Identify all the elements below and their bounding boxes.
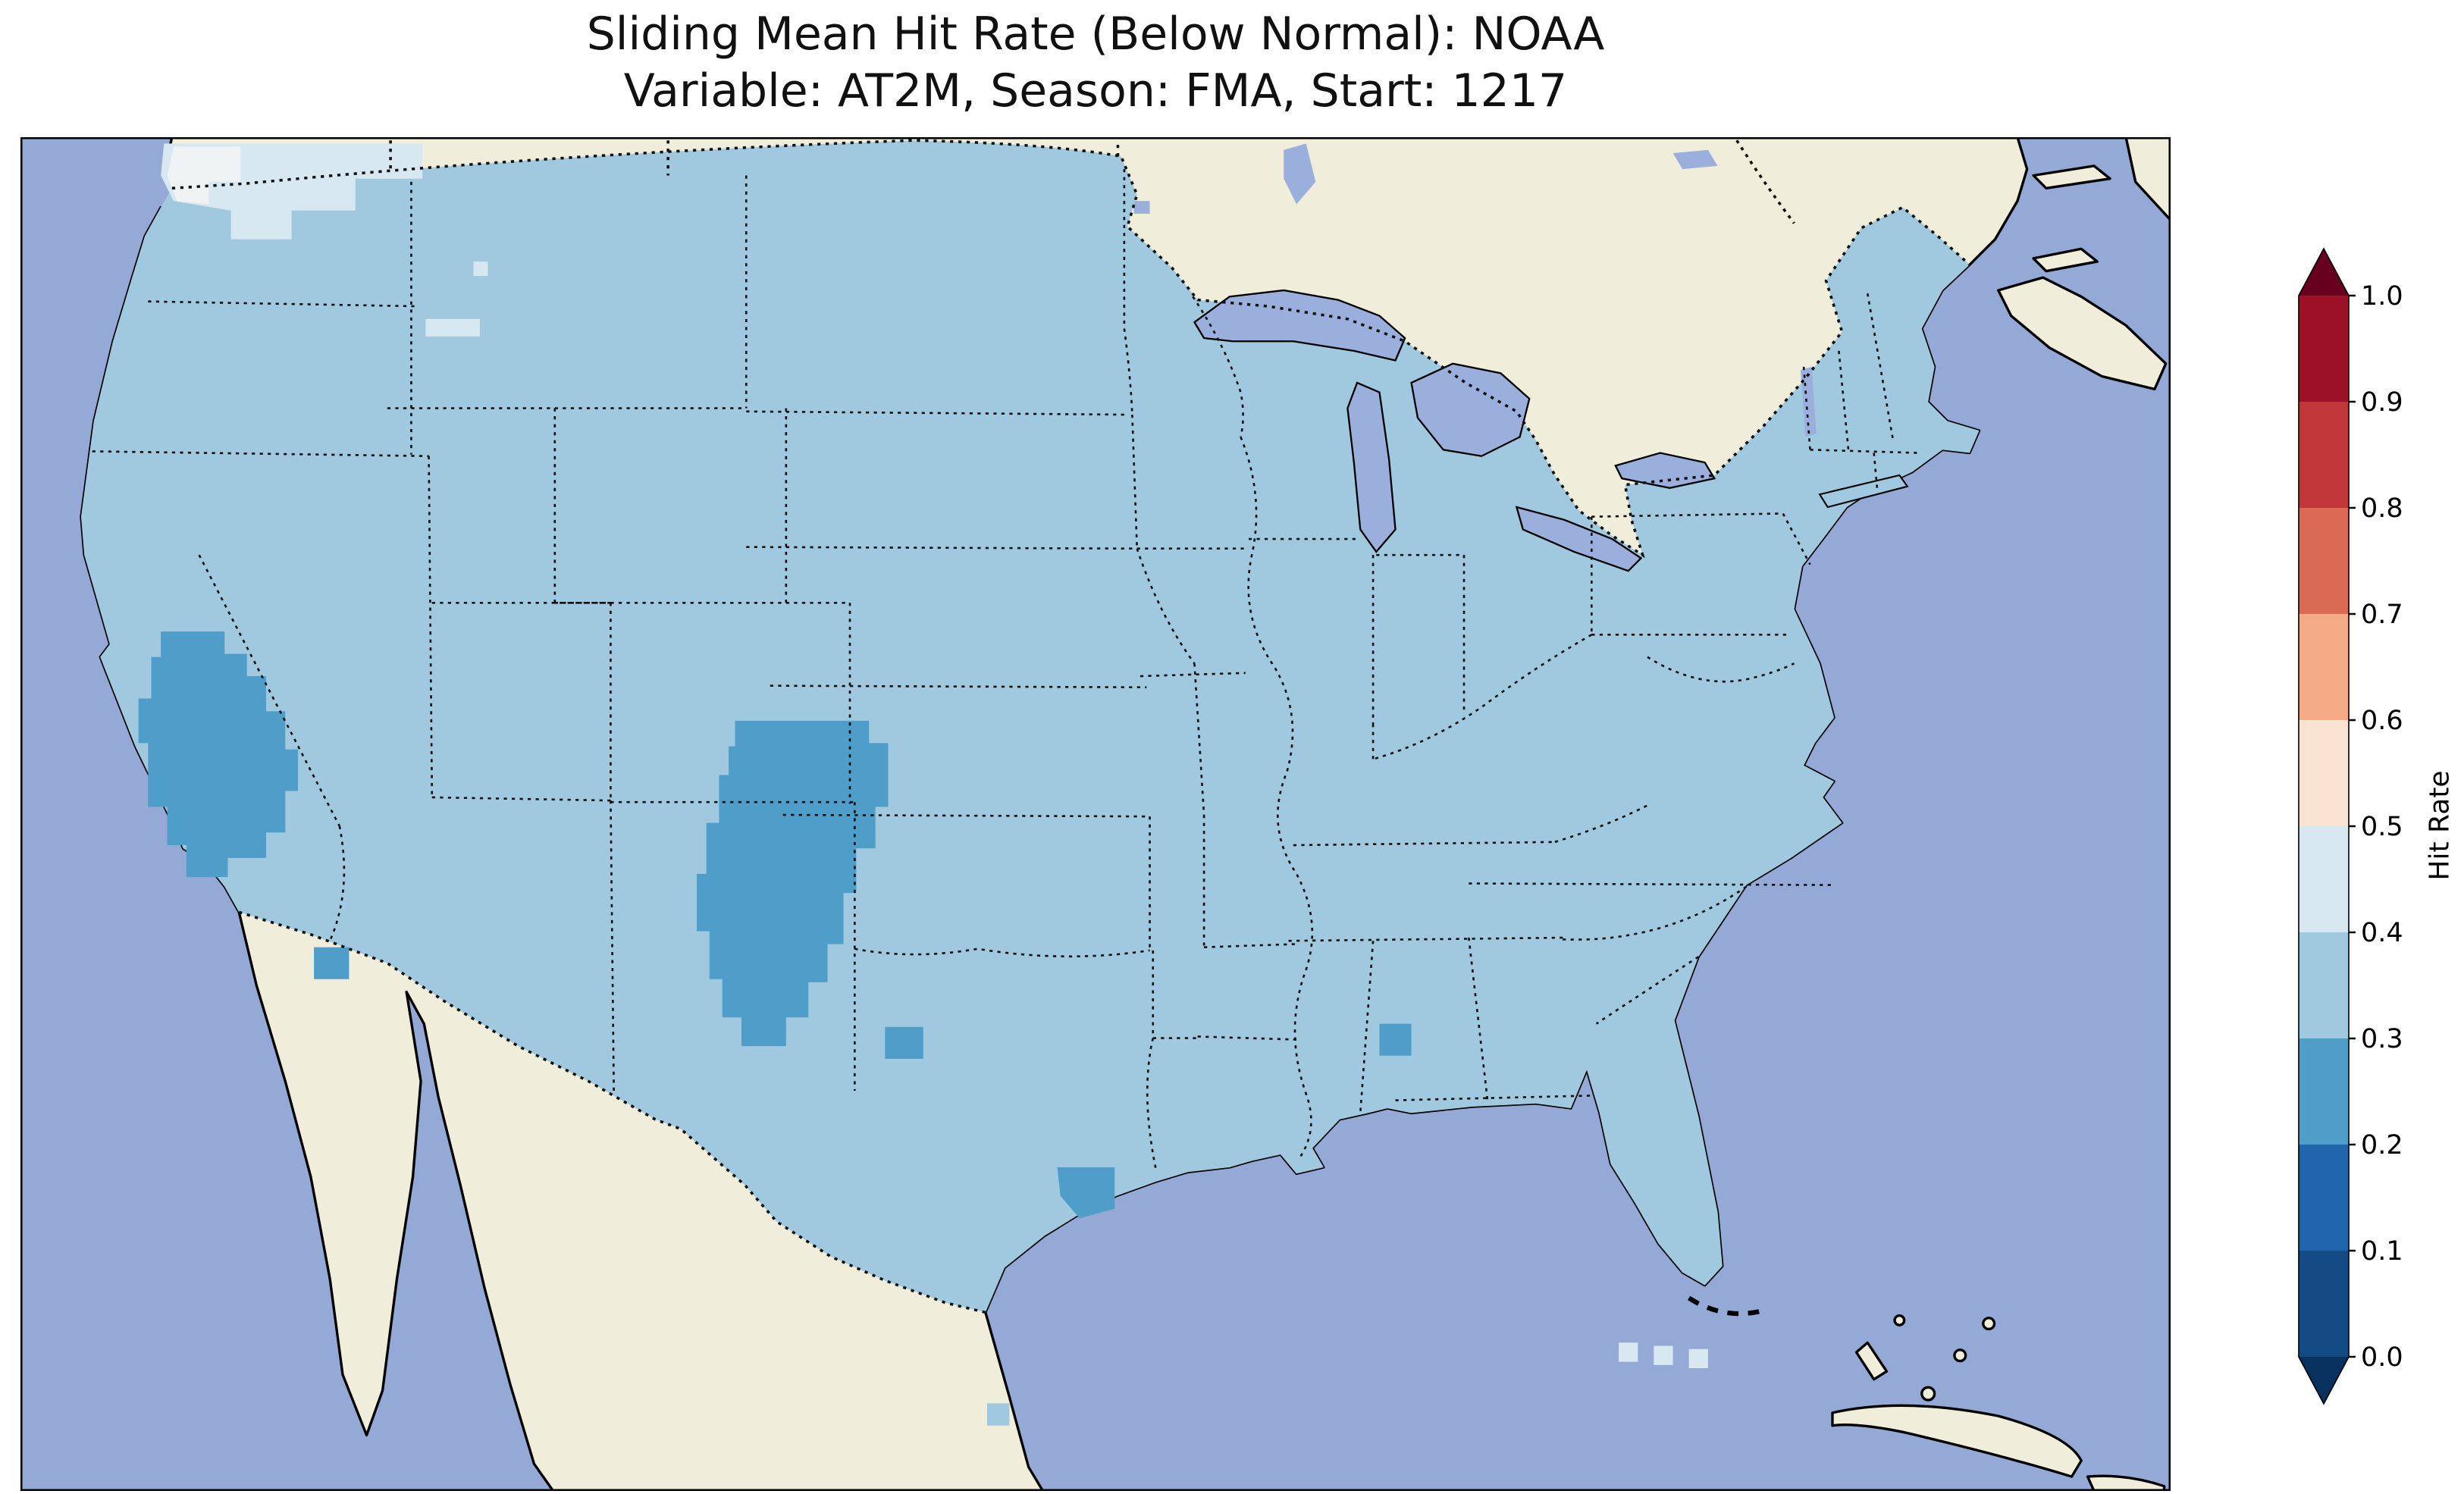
- colorbar-band: [2299, 614, 2349, 720]
- chart-title: Sliding Mean Hit Rate (Below Normal): NO…: [20, 6, 2171, 120]
- colorbar: 1.0 0.9 0.8 0.7 0.6 0.5 0.4 0.3 0.2 0.1 0.0: [2298, 247, 2403, 1405]
- colorbar-band: [2299, 720, 2349, 826]
- patch-central-texas: [885, 1026, 923, 1059]
- great-lakes: [1193, 289, 1817, 572]
- bahama-island: [1920, 1386, 1936, 1402]
- national-borders: [171, 139, 1971, 1314]
- patch-florida-coast-cell: [1688, 1348, 1708, 1369]
- lake-erie: [1515, 506, 1643, 572]
- bahama-island: [1953, 1348, 1967, 1363]
- state-borders: [92, 169, 1919, 1171]
- map-svg: [20, 137, 2171, 1491]
- patch-houston-coast: [1057, 1167, 1115, 1219]
- colorbar-tick-label: 0.2: [2361, 1130, 2403, 1160]
- colorbar-band: [2299, 932, 2349, 1038]
- colorbar-band: [2299, 1038, 2349, 1145]
- colorbar-band: [2299, 1145, 2349, 1251]
- chart-title-line2: Variable: AT2M, Season: FMA, Start: 1217: [623, 64, 1568, 117]
- colorbar-tick-label: 1.0: [2361, 281, 2403, 312]
- bahama-island: [1893, 1314, 1906, 1326]
- newfoundland-corner: [2124, 137, 2171, 222]
- lake-of-the-woods: [1133, 201, 1150, 214]
- colorbar-band: [2299, 508, 2349, 614]
- nova-scotia: [1997, 276, 2168, 391]
- colorbar-tick-label: 0.0: [2361, 1342, 2403, 1373]
- patch-arizona: [314, 947, 350, 979]
- colorbar-tick-label: 0.5: [2361, 812, 2403, 842]
- us-canada-border: [171, 139, 1971, 559]
- patch-socal-nevada: [138, 631, 299, 878]
- lake-winnipeg: [1284, 143, 1316, 205]
- map-axes: [20, 137, 2171, 1491]
- colorbar-band: [2299, 296, 2349, 402]
- colorbar-tick-label: 0.7: [2361, 600, 2403, 630]
- patch-washington-corner-lightest: [167, 146, 241, 205]
- patch-alabama: [1379, 1023, 1412, 1056]
- florida-keys: [1687, 1295, 1763, 1317]
- bahama-island: [1982, 1317, 1996, 1331]
- stray-light-cells-border: [425, 318, 480, 337]
- colorbar-axis-label: Hit Rate: [2424, 770, 2456, 881]
- stray-light-cell-montana: [473, 262, 488, 277]
- prince-edward-island: [2032, 247, 2099, 273]
- lake-michigan: [1346, 381, 1397, 553]
- patch-florida-coast-cell: [1619, 1342, 1638, 1362]
- colorbar-tick-label: 0.3: [2361, 1024, 2403, 1054]
- chart-title-line1: Sliding Mean Hit Rate (Below Normal): NO…: [586, 8, 1605, 61]
- hispaniola-edge: [2086, 1474, 2166, 1491]
- colorbar-tick-label: 0.8: [2361, 493, 2403, 524]
- andros-island: [1854, 1341, 1889, 1381]
- canada-province-borders: [389, 139, 1795, 224]
- anticosti-island: [2032, 164, 2111, 189]
- lake-ontario: [1614, 452, 1716, 489]
- colorbar-over-arrow: [2299, 249, 2349, 296]
- colorbar-under-arrow: [2299, 1357, 2349, 1404]
- us-mexico-border: [238, 910, 986, 1314]
- cuba: [1831, 1404, 2083, 1478]
- patch-newmexico-colorado: [697, 720, 889, 1047]
- colorbar-band: [2299, 826, 2349, 932]
- colorbar-band: [2299, 1251, 2349, 1357]
- colorbar-tick-label: 0.1: [2361, 1236, 2403, 1267]
- lake-superior: [1193, 289, 1406, 362]
- long-island: [1818, 474, 1909, 509]
- colorbar-tick-label: 0.6: [2361, 706, 2403, 736]
- low-hit-patches: [138, 631, 1412, 1219]
- colorbar-band: [2299, 402, 2349, 508]
- stray-cell-mexico-coast: [986, 1403, 1010, 1426]
- colorbar-tick-label: 0.4: [2361, 918, 2403, 948]
- canada-lake: [1672, 149, 1718, 170]
- patch-florida-coast-cell: [1654, 1345, 1673, 1365]
- colorbar-tick-label: 0.9: [2361, 387, 2403, 418]
- lake-huron: [1410, 362, 1531, 457]
